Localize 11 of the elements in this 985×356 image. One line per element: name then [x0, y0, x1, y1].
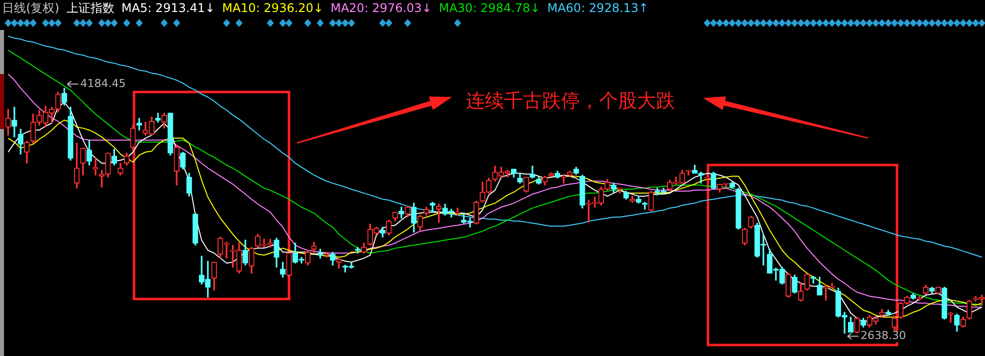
text: MA10: 2936.20↓ [222, 1, 324, 15]
annotation: 连续千古跌停，个股大跌 [466, 89, 675, 114]
text: MA5: 2913.41↓ [121, 1, 216, 15]
chart-subtitle: 上证指数 [66, 1, 114, 15]
text: 4184.45 [80, 77, 126, 90]
text: MA30: 2984.78↓ [438, 1, 540, 15]
text: MA20: 2976.03↓ [330, 1, 432, 15]
candlestick [530, 166, 536, 178]
chart-title: 日线(复权) [2, 1, 60, 15]
text: 2638.30 [860, 329, 906, 342]
text: MA60: 2928.13↑ [547, 1, 649, 15]
